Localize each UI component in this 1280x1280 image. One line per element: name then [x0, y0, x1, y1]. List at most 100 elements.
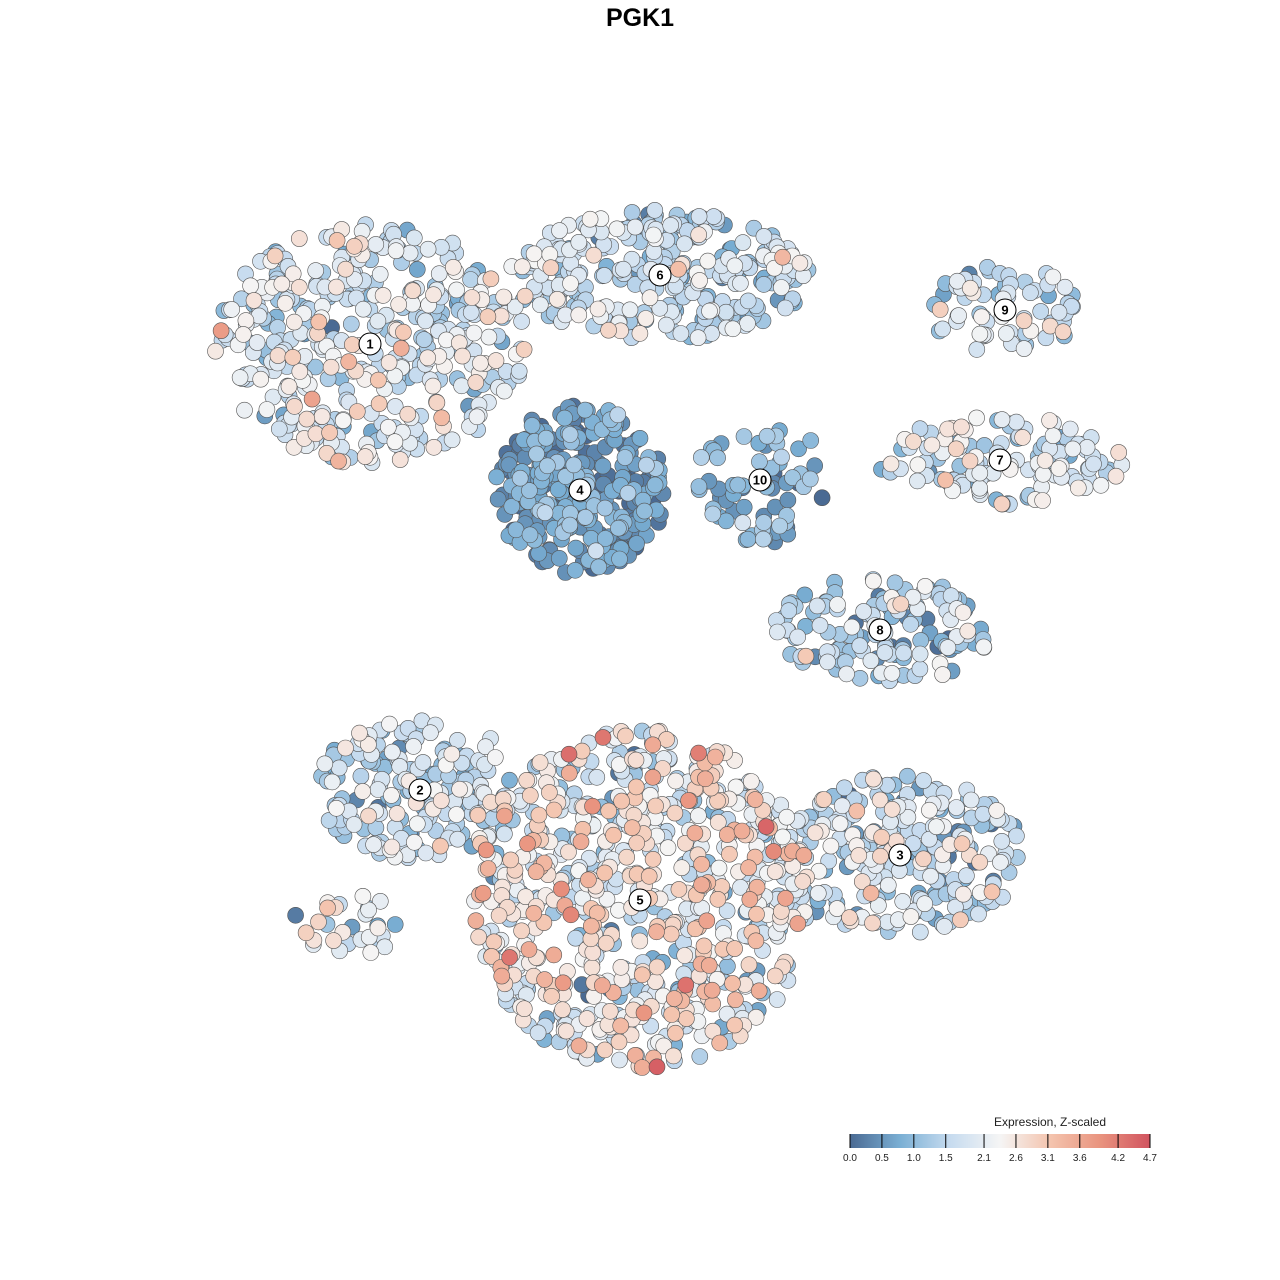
cell-point — [516, 287, 534, 305]
cell-point — [651, 299, 669, 317]
cell-point — [971, 464, 989, 482]
cell-point — [428, 394, 446, 411]
cell-point — [757, 818, 775, 835]
cell-point — [809, 884, 827, 902]
cell-point — [670, 260, 687, 278]
cell-point — [892, 595, 910, 613]
cell-point — [740, 956, 758, 974]
cell-point — [322, 358, 340, 376]
cell-point — [993, 495, 1011, 513]
cell-point — [732, 274, 749, 292]
cell-point — [419, 240, 437, 258]
cell-point — [953, 835, 971, 853]
cell-point — [742, 773, 760, 790]
cell-point — [469, 806, 487, 824]
cell-point — [617, 727, 634, 745]
cell-point — [587, 542, 605, 560]
cluster-label-text: 4 — [576, 483, 584, 498]
cell-point — [947, 440, 965, 458]
cell-point — [768, 991, 786, 1008]
cell-point — [872, 847, 889, 865]
cell-point — [855, 603, 872, 620]
cell-point — [886, 574, 904, 592]
cell-point — [496, 807, 513, 825]
cell-point — [954, 885, 972, 903]
cell-point — [371, 892, 389, 910]
cell-point — [1036, 452, 1054, 469]
cell-point — [659, 839, 677, 857]
cell-point — [699, 252, 717, 270]
cell-point — [541, 784, 558, 801]
cell-point — [610, 519, 627, 537]
cell-point — [467, 374, 485, 391]
cluster-label-badge — [408, 778, 432, 802]
cluster-label-badge — [628, 888, 652, 912]
cell-point — [648, 958, 666, 976]
cell-point — [500, 456, 518, 474]
cell-point — [320, 812, 338, 829]
cell-point — [425, 286, 442, 304]
cell-point — [883, 800, 901, 818]
cell-point — [696, 770, 714, 788]
cell-point — [789, 628, 807, 646]
cell-point — [433, 409, 451, 427]
cell-point — [968, 409, 985, 427]
cell-point — [470, 928, 488, 946]
cell-point — [424, 377, 442, 395]
cell-point — [948, 799, 965, 816]
cell-point — [771, 517, 789, 535]
cell-point — [916, 895, 934, 913]
cell-point — [939, 420, 957, 438]
cell-point — [623, 204, 641, 221]
cell-point — [490, 907, 508, 924]
cell-point — [709, 813, 727, 831]
cell-point — [303, 390, 321, 408]
cell-point — [223, 301, 240, 318]
cell-point — [705, 208, 723, 225]
points-layer — [207, 202, 1131, 1076]
cell-point — [525, 245, 543, 263]
cell-point — [340, 353, 358, 371]
cell-point — [351, 724, 368, 742]
cell-point — [865, 770, 882, 788]
cell-point — [693, 855, 710, 873]
cell-point — [337, 739, 354, 757]
cell-point — [548, 290, 566, 308]
cell-point — [851, 637, 869, 655]
cell-point — [948, 272, 966, 290]
cell-point — [487, 352, 505, 369]
cell-point — [298, 410, 316, 428]
cell-point — [628, 535, 645, 552]
cell-point — [648, 1058, 666, 1076]
cell-point — [739, 292, 757, 310]
cell-point — [557, 468, 574, 485]
cell-point — [405, 738, 422, 755]
cell-point — [655, 1037, 673, 1055]
cell-point — [565, 456, 583, 474]
cell-point — [1034, 465, 1052, 483]
cell-point — [780, 602, 798, 620]
cell-point — [882, 455, 900, 473]
cell-point — [503, 498, 521, 515]
cell-point — [360, 736, 377, 753]
cluster-label-10: 10 — [748, 468, 772, 492]
cell-point — [950, 307, 967, 324]
cell-point — [480, 328, 498, 346]
cell-point — [408, 261, 426, 278]
cell-point — [371, 265, 389, 283]
cell-point — [560, 843, 577, 861]
cell-point — [488, 468, 505, 486]
cell-point — [680, 792, 697, 809]
cell-point — [721, 845, 738, 863]
cell-point — [870, 897, 887, 914]
cluster-label-text: 7 — [996, 453, 1003, 468]
cell-point — [954, 604, 972, 621]
cell-point — [734, 514, 752, 532]
legend-tick-label: 3.6 — [1073, 1153, 1087, 1164]
cell-point — [690, 208, 708, 225]
cell-point — [578, 1010, 596, 1027]
cell-point — [553, 880, 570, 898]
cell-point — [600, 802, 618, 820]
cell-point — [467, 912, 485, 930]
